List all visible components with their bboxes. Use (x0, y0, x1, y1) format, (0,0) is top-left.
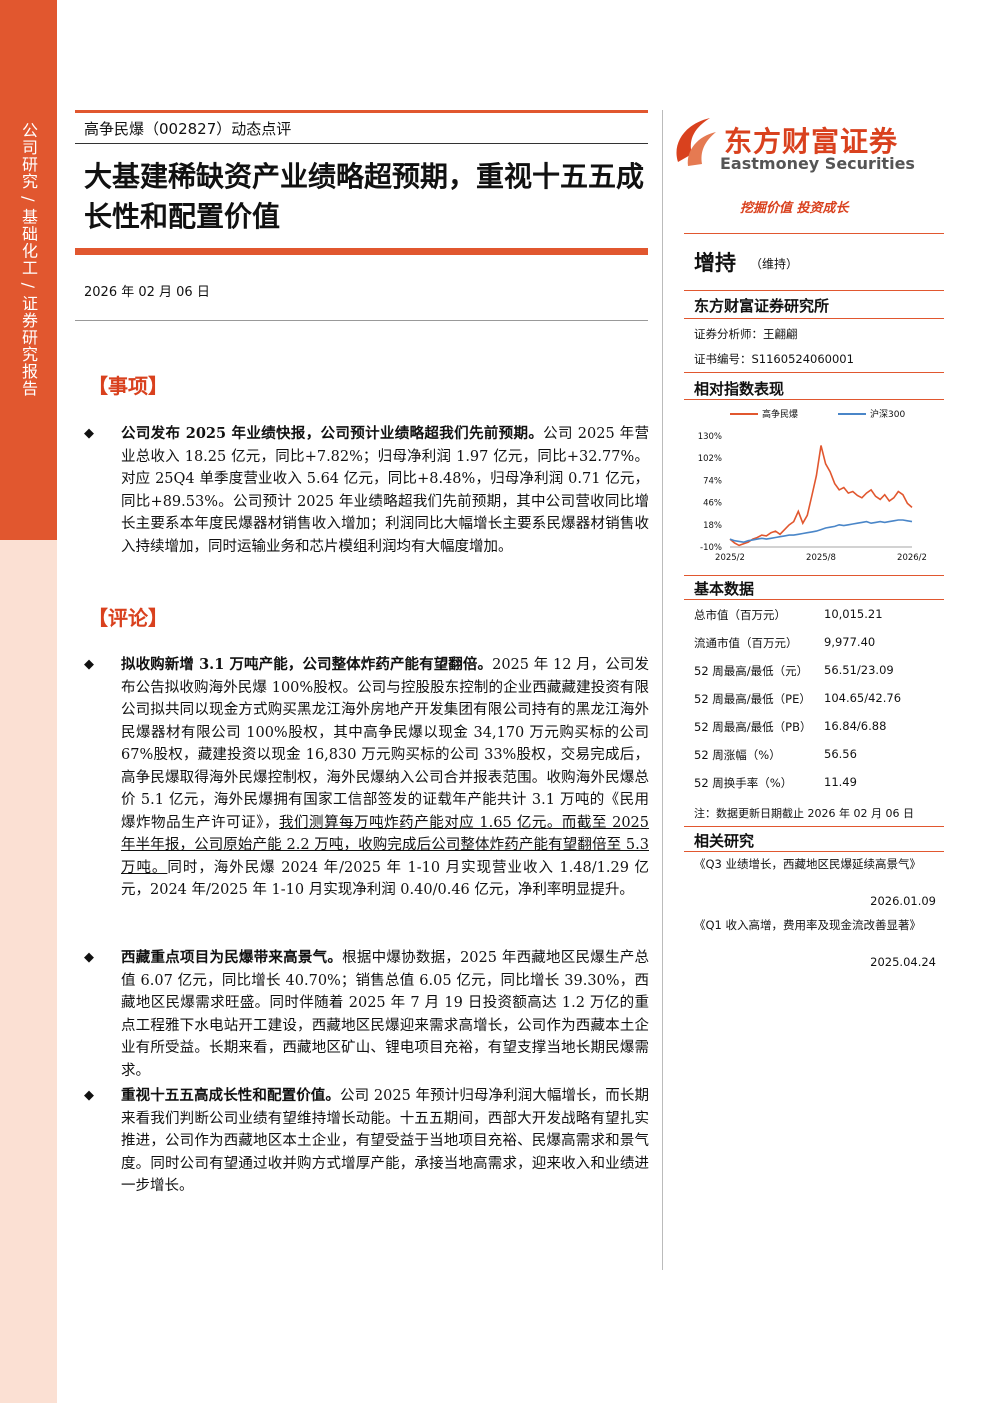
rating: 增持 (694, 251, 736, 275)
related-report-date: 2026.01.09 (870, 894, 936, 908)
comment-3-bold: 重视十五五高成长性和配置价值。 (121, 1087, 340, 1104)
basic-key: 52 周换手率（%） (694, 776, 793, 790)
data-note: 注：数据更新日期截止 2026 年 02 月 06 日 (694, 807, 914, 820)
basic-key: 52 周最高/最低（PE） (694, 692, 811, 706)
header-rule-top (75, 110, 648, 113)
section-head-event: 【事项】 (88, 374, 168, 398)
x-tick-label: 2026/2 (897, 553, 927, 563)
event-paragraph: ◆ 公司发布 2025 年业绩快报，公司预计业绩略超我们先前预期。公司 2025… (84, 423, 649, 558)
basic-key: 流通市值（百万元） (694, 636, 798, 650)
basic-key: 总市值（百万元） (694, 608, 786, 622)
basic-key: 52 周最高/最低（PB） (694, 720, 812, 734)
basic-value: 56.51/23.09 (824, 663, 894, 677)
sidebar-band-light (0, 540, 57, 1403)
series-line-gaozheng (729, 445, 913, 547)
analyst: 证券分析师：王翩翩 (694, 327, 798, 341)
column-divider (662, 110, 663, 1270)
date-rule (75, 320, 648, 321)
company-line: 高争民爆（002827）动态点评 (84, 120, 292, 138)
basic-value: 9,977.40 (824, 635, 876, 649)
section-head-comment: 【评论】 (88, 606, 168, 630)
y-tick-label: 74% (703, 476, 722, 486)
comment-1-text-a: 2025 年 12 月，公司发布公告拟收购海外民爆 100%股权。公司与控股股东… (121, 657, 649, 831)
comment-1-underline: 我们测算每万吨炸药产能对应 1.65 亿元。而截至 2025 年半年报，公司原始… (121, 814, 650, 876)
basic-data-head: 基本数据 (694, 580, 755, 598)
comment-paragraph-3: ◆ 重视十五五高成长性和配置价值。公司 2025 年预计归母净利润大幅增长，而长… (84, 1085, 649, 1198)
report-date: 2026 年 02 月 06 日 (84, 285, 210, 300)
y-tick-label: 130% (698, 432, 722, 442)
brand-logo: 东方财富证券 Eastmoney Securities (670, 114, 920, 180)
comment-2-text-a: 根据中爆协数据，2025 年西藏地区民爆生产总值 6.07 亿元，同比增长 40… (121, 950, 650, 1079)
y-tick-label: -10% (700, 543, 722, 553)
basic-key: 52 周最高/最低（元） (694, 664, 809, 678)
right-rule (684, 851, 944, 852)
right-rule (684, 599, 944, 600)
relative-index-chart: 高争民爆 沪深300 130% 102% 74% 46% 18% -10% 2025/2 202… (684, 402, 944, 570)
comment-1-bold: 拟收购新增 3.1 万吨产能，公司整体炸药产能有望翻倍。 (121, 656, 493, 673)
comment-3-text-a: 公司 2025 年预计归母净利润大幅增长，而长期来看我们判断公司业绩有望维持增长… (121, 1088, 650, 1194)
chart-head: 相对指数表现 (694, 380, 785, 398)
related-report-link[interactable]: 《Q3 业绩增长，西藏地区民爆延续高景气》 (694, 857, 922, 871)
logo-cn: 东方财富证券 (724, 125, 899, 158)
right-rule (684, 318, 944, 319)
page-title: 大基建稀缺资产业绩略超预期，重视十五五成长性和配置价值 (84, 160, 645, 233)
sidebar-category: 公司研究 / 基础化工 / 证券研究报告 (19, 122, 38, 398)
diamond-bullet-icon: ◆ (84, 426, 94, 441)
basic-key: 52 周涨幅（%） (694, 748, 781, 762)
comment-2-bold: 西藏重点项目为民爆带来高景气。 (121, 949, 343, 966)
right-rule (684, 826, 944, 827)
event-text: 公司 2025 年营业总收入 18.25 亿元，同比+7.82%；归母净利润 1… (121, 426, 649, 555)
y-tick-label: 46% (703, 499, 722, 509)
related-report-link[interactable]: 《Q1 收入高增，费用率及现金流改善显著》 (694, 918, 922, 932)
x-tick-label: 2025/2 (715, 553, 745, 563)
basic-value: 16.84/6.88 (824, 719, 887, 733)
right-rule (684, 399, 944, 400)
right-rule (684, 290, 944, 291)
basic-value: 10,015.21 (824, 607, 883, 621)
basic-value: 11.49 (824, 775, 857, 789)
basic-value: 104.65/42.76 (824, 691, 902, 705)
diamond-bullet-icon: ◆ (84, 1088, 94, 1103)
diamond-bullet-icon: ◆ (84, 950, 94, 965)
sidebar-band-dark (0, 0, 57, 540)
comment-1-text-b: 同时，海外民爆 2024 年/2025 年 1-10 月实现营业收入 1.48/… (121, 859, 650, 899)
comment-paragraph-2: ◆ 西藏重点项目为民爆带来高景气。根据中爆协数据，2025 年西藏地区民爆生产总… (84, 947, 649, 1082)
right-rule (684, 575, 944, 576)
brand-mark-icon (676, 118, 716, 166)
x-tick-label: 2025/8 (806, 553, 836, 563)
basic-value: 56.56 (824, 747, 857, 761)
logo-en: Eastmoney Securities (720, 154, 915, 173)
comment-paragraph-1: ◆ 拟收购新增 3.1 万吨产能，公司整体炸药产能有望翻倍。2025 年 12 … (84, 654, 649, 902)
license-number: 证书编号：S1160524060001 (694, 352, 854, 366)
right-rule (684, 372, 944, 373)
related-head: 相关研究 (694, 832, 755, 850)
institute: 东方财富证券研究所 (694, 297, 830, 315)
title-rule (75, 248, 648, 255)
chart-svg: 高争民爆 沪深300 130% 102% 74% 46% 18% -10%2025/2 202… (698, 408, 927, 563)
right-rule (684, 233, 944, 234)
diamond-bullet-icon: ◆ (84, 657, 94, 672)
header-rule-thin (75, 143, 648, 144)
series-line-hs300 (729, 519, 913, 544)
y-tick-label: 102% (698, 454, 722, 464)
sidebar: 公司研究 / 基础化工 / 证券研究报告 (0, 0, 57, 1403)
event-bold: 公司发布 2025 年业绩快报，公司预计业绩略超我们先前预期。 (121, 425, 544, 442)
legend-label: 高争民爆 (762, 408, 798, 420)
slogan: 挖掘价值 投资成长 (740, 201, 849, 216)
y-tick-label: 18% (703, 521, 722, 531)
rating-sub: （维持） (750, 257, 799, 271)
legend-label: 沪深300 (870, 408, 905, 420)
related-report-date: 2025.04.24 (870, 955, 936, 969)
